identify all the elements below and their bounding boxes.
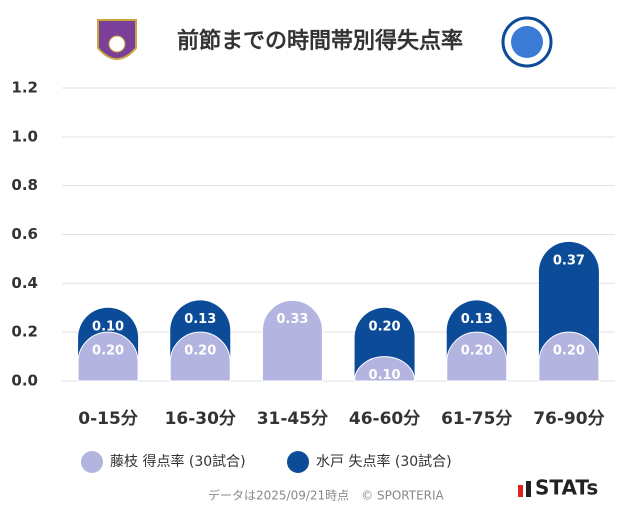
bar-segment [169,331,231,382]
bar-segment [354,356,416,382]
x-tick-label: 76-90分 [533,409,604,429]
brand: STATs [535,476,598,500]
value-label: 0.20 [92,344,124,359]
chart-title: 前節までの時間帯別得失点率 [177,28,463,54]
value-label: 0.10 [92,319,124,334]
y-tick-label: 1.0 [11,127,38,145]
bar-segment [77,331,139,382]
y-tick-label: 0.8 [11,176,38,194]
x-tick-label: 16-30分 [165,409,236,429]
brand-icon [526,481,531,497]
value-label: 0.13 [461,312,493,327]
value-label: 0.20 [461,344,493,359]
bar-segment [446,331,508,382]
home-logo [97,19,137,60]
x-tick-label: 31-45分 [257,409,328,429]
x-tick-label: 61-75分 [441,409,512,429]
y-tick-label: 0.2 [11,323,38,341]
bar-segment [538,331,600,382]
value-label: 0.20 [553,344,585,359]
away-logo [501,16,553,68]
legend-label: 藤枝 得点率 (30試合) [110,453,246,470]
bar-segment [538,241,599,363]
bar-segment [261,300,323,382]
value-label: 0.13 [184,312,216,327]
x-tick-label: 46-60分 [349,409,420,429]
y-tick-label: 0.6 [11,225,38,243]
value-label: 0.20 [369,319,401,334]
y-tick-label: 0.0 [11,372,38,390]
y-tick-label: 1.2 [11,79,38,97]
legend-marker [81,451,103,473]
y-tick-label: 0.4 [11,274,38,292]
x-tick-label: 0-15分 [78,409,138,429]
value-label: 0.10 [369,368,401,383]
value-label: 0.33 [276,312,308,327]
legend-label: 水戸 失点率 (30試合) [316,453,452,470]
brand-icon [518,485,523,497]
value-label: 0.37 [553,253,585,268]
legend-marker [287,451,309,473]
footer: データは2025/09/21時点 © SPORTERIA [208,488,445,503]
value-label: 0.20 [184,344,216,359]
